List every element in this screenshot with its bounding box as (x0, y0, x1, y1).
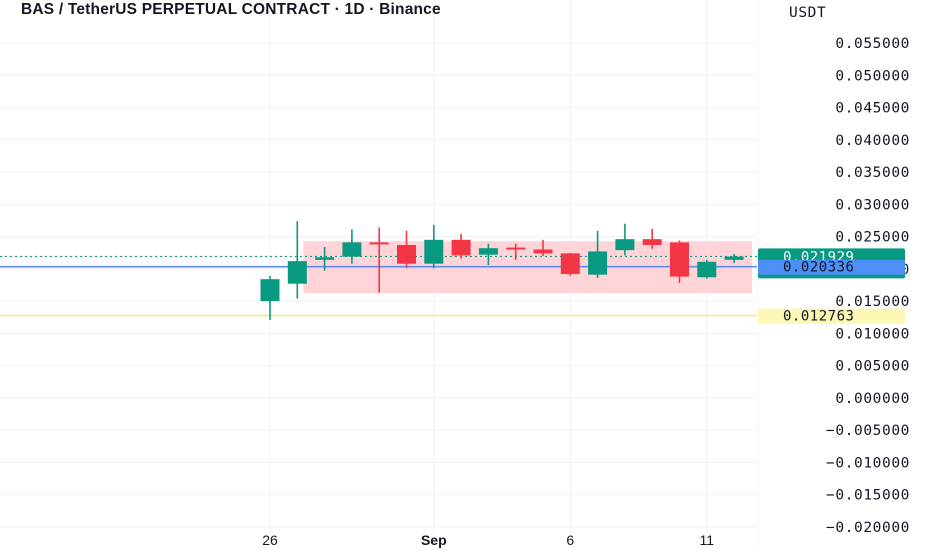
y-tick-label: 0.010000 (835, 326, 910, 342)
yellow-level-badge (758, 308, 905, 324)
x-tick-label: Sep (421, 532, 447, 548)
blue-level-badge (758, 259, 905, 275)
candle-body (369, 242, 389, 245)
yellow-level-badge-text: 0.012763 (783, 309, 854, 325)
candle-body (315, 257, 335, 260)
y-tick-label: −0.010000 (826, 455, 910, 471)
candle-body (260, 279, 280, 302)
candle-body (424, 239, 444, 264)
y-tick-label: 0.035000 (835, 165, 910, 181)
y-tick-label: −0.005000 (826, 423, 910, 439)
candle-body (724, 256, 744, 260)
candle-body (615, 239, 635, 251)
y-tick-label: 0.025000 (835, 230, 910, 246)
candle-body (697, 261, 717, 278)
candle-body (533, 249, 553, 254)
currency-label: USDT (789, 5, 826, 21)
x-tick-label: 26 (262, 532, 278, 548)
y-tick-label: 0.000000 (835, 391, 910, 407)
y-tick-label: 0.040000 (835, 133, 910, 149)
y-tick-label: −0.015000 (826, 488, 910, 504)
candle-body (478, 248, 498, 255)
candle-body (287, 261, 307, 284)
candle-body (451, 239, 471, 256)
y-tick-label: 0.015000 (835, 294, 910, 310)
candle-body (342, 242, 362, 257)
candle-body (560, 253, 580, 275)
candle-body (506, 247, 526, 250)
y-tick-label: 0.045000 (835, 101, 910, 117)
blue-level-badge-text: 0.020336 (783, 260, 854, 276)
candle-body (642, 239, 662, 245)
candle-body (670, 242, 689, 277)
x-tick-label: 11 (700, 532, 715, 548)
candle-body (588, 251, 608, 275)
y-tick-label: 0.055000 (835, 36, 910, 52)
y-tick-label: −0.020000 (826, 520, 910, 536)
chart-title: BAS / TetherUS PERPETUAL CONTRACT · 1D ·… (21, 1, 441, 18)
y-tick-label: 0.005000 (835, 359, 910, 375)
y-tick-label: 0.030000 (835, 197, 910, 213)
candle-body (397, 244, 416, 264)
y-tick-label: 0.050000 (835, 68, 910, 84)
x-tick-label: 6 (566, 532, 574, 548)
